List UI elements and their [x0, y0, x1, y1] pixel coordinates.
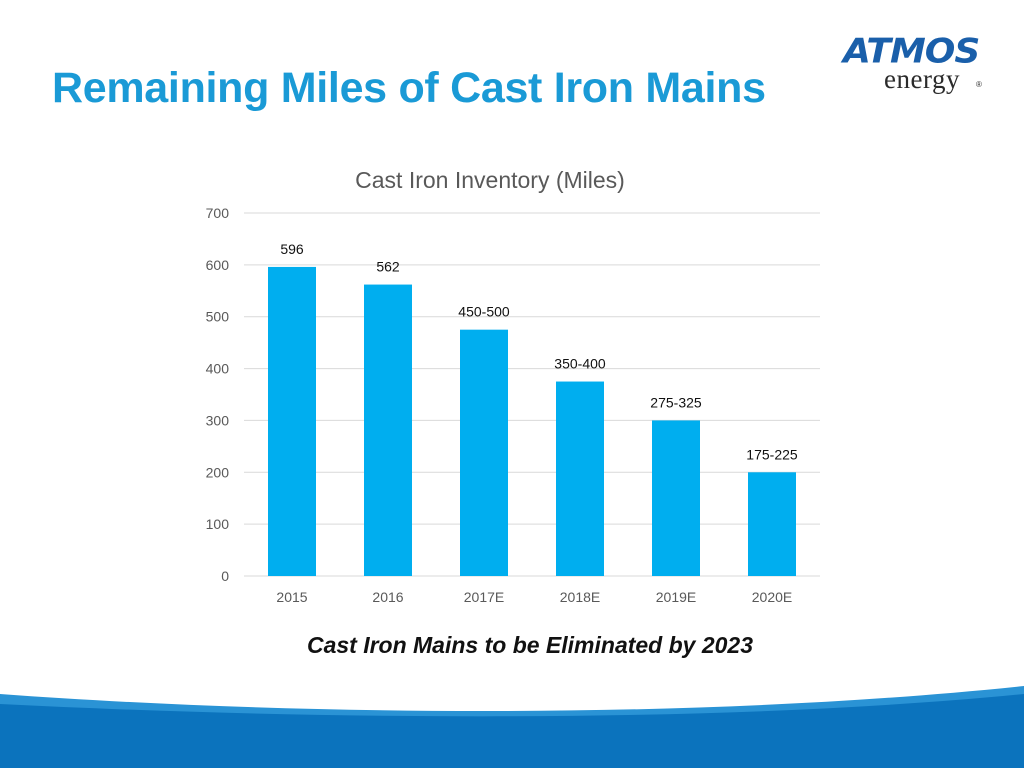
- y-tick-label: 700: [206, 205, 230, 221]
- logo-subword: energy: [884, 64, 960, 94]
- bar-2015: [268, 266, 316, 576]
- x-tick-label: 2020E: [752, 589, 792, 605]
- y-tick-label: 0: [221, 568, 229, 584]
- data-label: 275-325: [650, 394, 702, 410]
- data-label: 175-225: [746, 446, 798, 462]
- bar-2016: [364, 284, 412, 576]
- bar-2020E: [748, 472, 796, 576]
- chart-title: Cast Iron Inventory (Miles): [355, 167, 625, 193]
- footer-band: [0, 680, 1024, 768]
- y-tick-label: 400: [206, 361, 230, 377]
- slide-title: Remaining Miles of Cast Iron Mains: [52, 64, 766, 112]
- x-tick-label: 2017E: [464, 589, 504, 605]
- data-label: 596: [280, 241, 304, 257]
- x-tick-label: 2018E: [560, 589, 600, 605]
- y-axis-ticks: 0 100 200 300 400 500 600 700: [206, 205, 230, 584]
- bar-2018E: [556, 381, 604, 576]
- slide-subtitle: Cast Iron Mains to be Eliminated by 2023: [306, 632, 754, 658]
- y-tick-label: 600: [206, 257, 230, 273]
- x-tick-label: 2019E: [656, 589, 696, 605]
- y-tick-label: 100: [206, 516, 230, 532]
- logo-wordmark: ATMOS: [843, 32, 980, 71]
- data-label: 562: [376, 259, 400, 275]
- x-tick-label: 2016: [372, 589, 403, 605]
- data-label: 350-400: [554, 356, 606, 372]
- data-label: 450-500: [458, 304, 510, 320]
- y-tick-label: 200: [206, 464, 230, 480]
- bar-2019E: [652, 420, 700, 576]
- y-tick-label: 300: [206, 412, 230, 428]
- data-labels: 596 562 450-500 350-400 275-325 175-225: [280, 241, 798, 462]
- y-tick-label: 500: [206, 309, 230, 325]
- bar-2017E: [460, 329, 508, 576]
- atmos-energy-logo: ATMOS energy ®: [843, 32, 983, 98]
- footer-wave-dark: [0, 694, 1024, 768]
- bars: [268, 266, 796, 576]
- x-axis-ticks: 2015 2016 2017E 2018E 2019E 2020E: [276, 589, 792, 605]
- logo-registered-mark: ®: [976, 80, 982, 89]
- gridlines: [244, 212, 820, 577]
- x-tick-label: 2015: [276, 589, 307, 605]
